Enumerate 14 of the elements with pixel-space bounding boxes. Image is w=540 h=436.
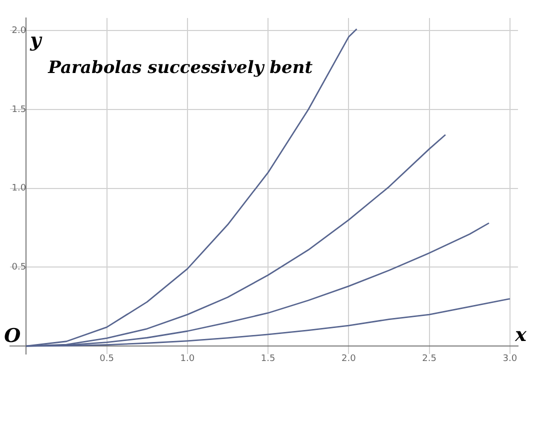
annotation: O (4, 325, 22, 348)
y-tick-label: 1.5 (12, 104, 26, 115)
x-tick-label: 0.5 (100, 354, 114, 364)
y-tick-label: 1.0 (12, 184, 26, 194)
x-axis-title: x (514, 324, 528, 346)
y-axis-title: y (29, 29, 44, 52)
x-tick-label: 1.5 (260, 354, 276, 364)
x-tick-label: 2.0 (342, 354, 356, 364)
y-tick-label: 0.5 (12, 262, 26, 273)
text: Parabolas successively bent (47, 58, 313, 78)
y-tick-label: 2.0 (12, 26, 26, 36)
x-tick-label: 2.5 (422, 354, 436, 364)
x-tick-label: 3.0 (502, 354, 518, 364)
x-tick-label: 1.0 (180, 354, 195, 364)
